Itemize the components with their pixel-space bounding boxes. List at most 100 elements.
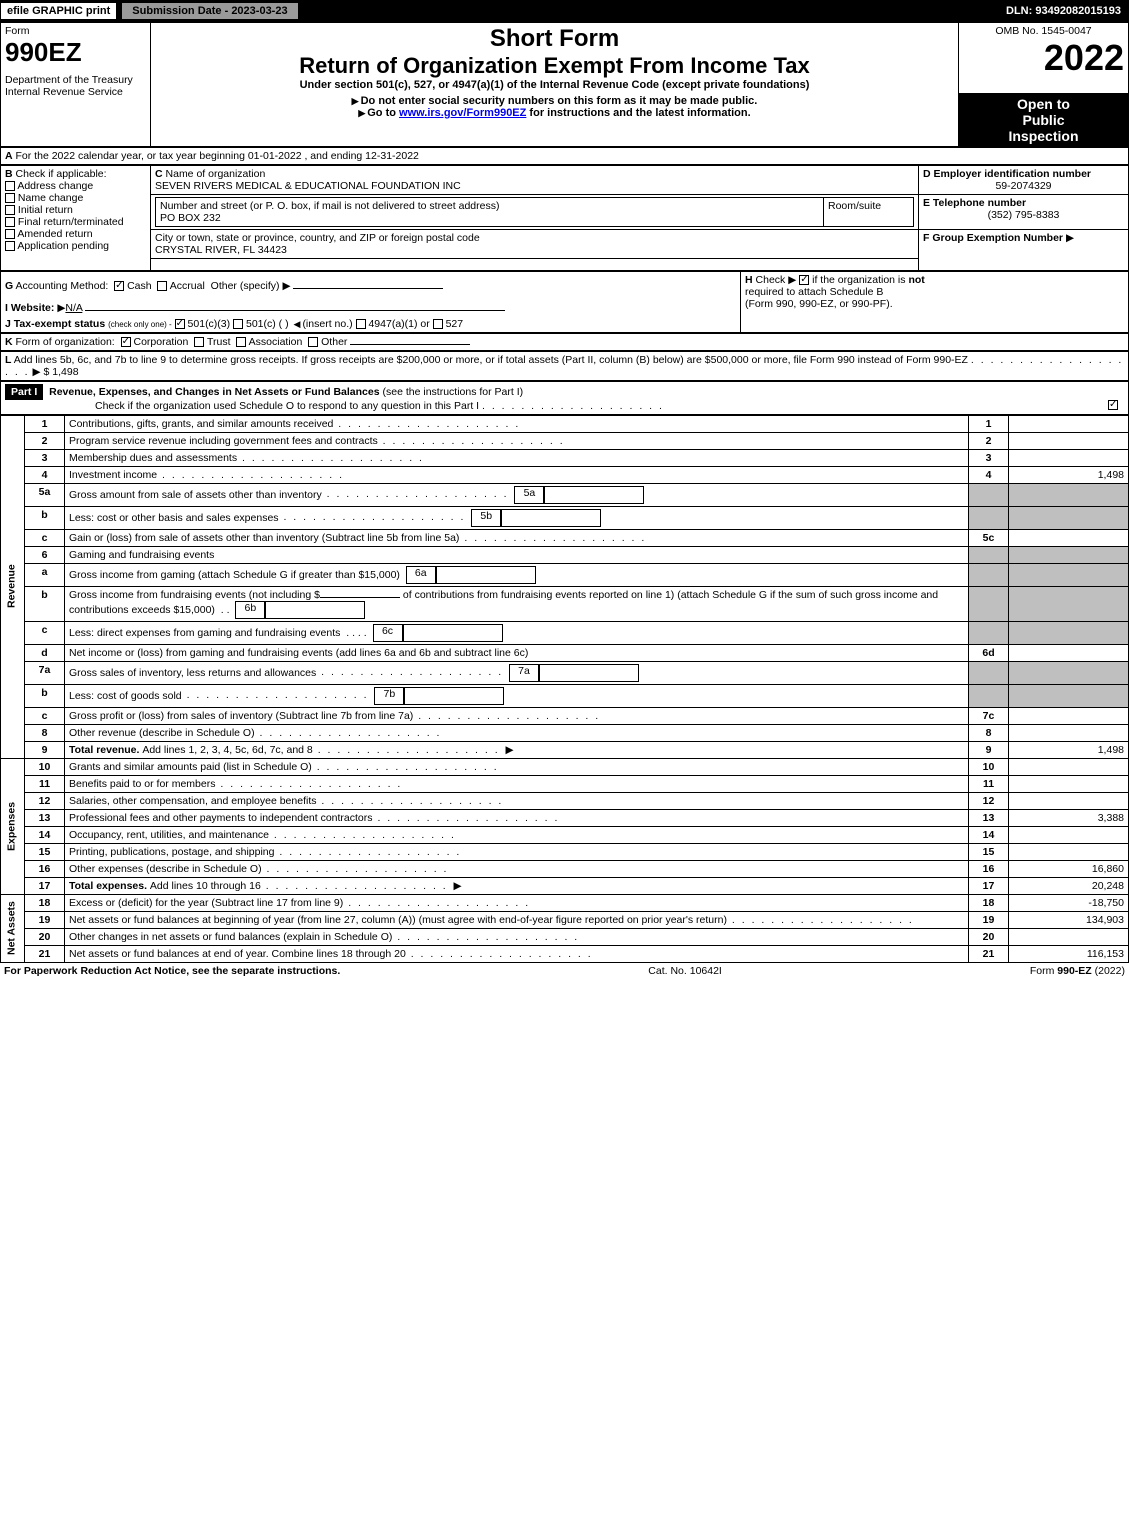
table-row: 15 Printing, publications, postage, and …	[1, 843, 1129, 860]
table-row: 14 Occupancy, rent, utilities, and maint…	[1, 826, 1129, 843]
table-row: 11 Benefits paid to or for members 11	[1, 775, 1129, 792]
checkbox-trust[interactable]	[194, 337, 204, 347]
input-7a[interactable]	[539, 664, 639, 682]
line-a: A For the 2022 calendar year, or tax yea…	[0, 147, 1129, 165]
city-value: CRYSTAL RIVER, FL 34423	[155, 244, 287, 256]
return-title: Return of Organization Exempt From Incom…	[155, 53, 954, 79]
table-row: 6 Gaming and fundraising events	[1, 546, 1129, 563]
j-o3: 4947(a)(1) or	[368, 318, 429, 330]
checkbox-501c3[interactable]	[175, 319, 185, 329]
table-row: b Less: cost or other basis and sales ex…	[1, 506, 1129, 529]
b-label: B	[5, 168, 13, 180]
e-label: E Telephone number	[923, 197, 1026, 209]
table-row: 5a Gross amount from sale of assets othe…	[1, 483, 1129, 506]
checkbox-final-return[interactable]	[5, 217, 15, 227]
table-row: Expenses 10 Grants and similar amounts p…	[1, 758, 1129, 775]
h-text1: Check ▶	[756, 274, 797, 286]
line-l: L Add lines 5b, 6c, and 7b to line 9 to …	[0, 351, 1129, 381]
table-row: 19 Net assets or fund balances at beginn…	[1, 911, 1129, 928]
table-row: b Less: cost of goods sold 7b	[1, 684, 1129, 707]
room-label: Room/suite	[828, 200, 881, 212]
checkbox-h[interactable]	[799, 275, 809, 285]
dln: DLN: 93492082015193	[998, 3, 1129, 19]
table-row: 12 Salaries, other compensation, and emp…	[1, 792, 1129, 809]
checkbox-assoc[interactable]	[236, 337, 246, 347]
short-form-title: Short Form	[155, 25, 954, 53]
h-text4: (Form 990, 990-EZ, or 990-PF).	[745, 298, 893, 310]
inspection: Inspection	[963, 128, 1124, 144]
part1-check-line: Check if the organization used Schedule …	[95, 400, 479, 412]
part1-lines: Revenue 1 Contributions, gifts, grants, …	[0, 415, 1129, 963]
table-row: a Gross income from gaming (attach Sched…	[1, 563, 1129, 586]
header-table: Form 990EZ Department of the Treasury In…	[0, 22, 1129, 147]
checkbox-4947[interactable]	[356, 319, 366, 329]
footer-right1: Form	[1030, 965, 1057, 977]
l-label: L	[5, 354, 11, 366]
table-row: d Net income or (loss) from gaming and f…	[1, 644, 1129, 661]
j-o2: 501(c) ( )	[246, 318, 289, 330]
input-6a[interactable]	[436, 566, 536, 584]
table-row: 16 Other expenses (describe in Schedule …	[1, 860, 1129, 877]
input-6c[interactable]	[403, 624, 503, 642]
checkbox-app-pending[interactable]	[5, 241, 15, 251]
checkbox-schedule-o[interactable]	[1108, 400, 1118, 410]
netassets-vert-label: Net Assets	[1, 894, 25, 962]
c-label: C	[155, 168, 163, 180]
j-o1: 501(c)(3)	[188, 318, 231, 330]
form-number: 990EZ	[5, 37, 146, 68]
g-label: G	[5, 280, 13, 292]
f-label: F Group Exemption Number	[923, 232, 1063, 244]
footer: For Paperwork Reduction Act Notice, see …	[0, 963, 1129, 979]
ein-value: 59-2074329	[923, 180, 1124, 192]
part1-label: Part I	[5, 384, 43, 400]
input-5a[interactable]	[544, 486, 644, 504]
h-text3: required to attach Schedule B	[745, 286, 883, 298]
table-row: 7a Gross sales of inventory, less return…	[1, 661, 1129, 684]
footer-catno: Cat. No. 10642I	[648, 965, 722, 977]
input-5b[interactable]	[501, 509, 601, 527]
b-item-2: Initial return	[18, 204, 73, 216]
g-arrow: ▶	[282, 280, 290, 292]
checkbox-accrual[interactable]	[157, 281, 167, 291]
g-other: Other (specify)	[211, 280, 280, 292]
b-item-1: Name change	[18, 192, 83, 204]
b-item-5: Application pending	[17, 240, 109, 252]
tax-year: 2022	[963, 37, 1124, 79]
checkbox-501c[interactable]	[233, 319, 243, 329]
table-row: 3 Membership dues and assessments 3	[1, 449, 1129, 466]
b-item-3: Final return/terminated	[18, 216, 124, 228]
omb-number: OMB No. 1545-0047	[963, 25, 1124, 37]
b-item-4: Amended return	[17, 228, 92, 240]
table-row: c Gross profit or (loss) from sales of i…	[1, 707, 1129, 724]
g-cash: Cash	[127, 280, 152, 292]
footer-right3: (2022)	[1092, 965, 1125, 977]
checkbox-initial-return[interactable]	[5, 205, 15, 215]
k-o4: Other	[321, 336, 347, 348]
irs-link[interactable]: www.irs.gov/Form990EZ	[399, 107, 526, 119]
b-text: Check if applicable:	[16, 168, 107, 180]
c-street-label: Number and street (or P. O. box, if mail…	[160, 200, 499, 212]
table-row: b Gross income from fundraising events (…	[1, 586, 1129, 621]
input-6b[interactable]	[265, 601, 365, 619]
h-label: H	[745, 274, 753, 286]
footer-left: For Paperwork Reduction Act Notice, see …	[4, 965, 340, 977]
input-7b[interactable]	[404, 687, 504, 705]
checkbox-527[interactable]	[433, 319, 443, 329]
entity-info: B Check if applicable: Address change Na…	[0, 165, 1129, 271]
org-name: SEVEN RIVERS MEDICAL & EDUCATIONAL FOUND…	[155, 180, 461, 192]
k-label: K	[5, 336, 13, 348]
checkbox-other-org[interactable]	[308, 337, 318, 347]
g-text: Accounting Method:	[16, 280, 109, 292]
checkbox-corp[interactable]	[121, 337, 131, 347]
checkbox-cash[interactable]	[114, 281, 124, 291]
line-k: K Form of organization: Corporation Trus…	[0, 333, 1129, 351]
table-row: 9 Total revenue. Add lines 1, 2, 3, 4, 5…	[1, 741, 1129, 758]
j-o4: 527	[446, 318, 464, 330]
dept-treasury: Department of the Treasury	[5, 74, 146, 86]
checkbox-address-change[interactable]	[5, 181, 15, 191]
checkbox-name-change[interactable]	[5, 193, 15, 203]
table-row: Revenue 1 Contributions, gifts, grants, …	[1, 415, 1129, 432]
under-section: Under section 501(c), 527, or 4947(a)(1)…	[155, 79, 954, 91]
line-amt	[1009, 415, 1129, 432]
checkbox-amended[interactable]	[5, 229, 15, 239]
